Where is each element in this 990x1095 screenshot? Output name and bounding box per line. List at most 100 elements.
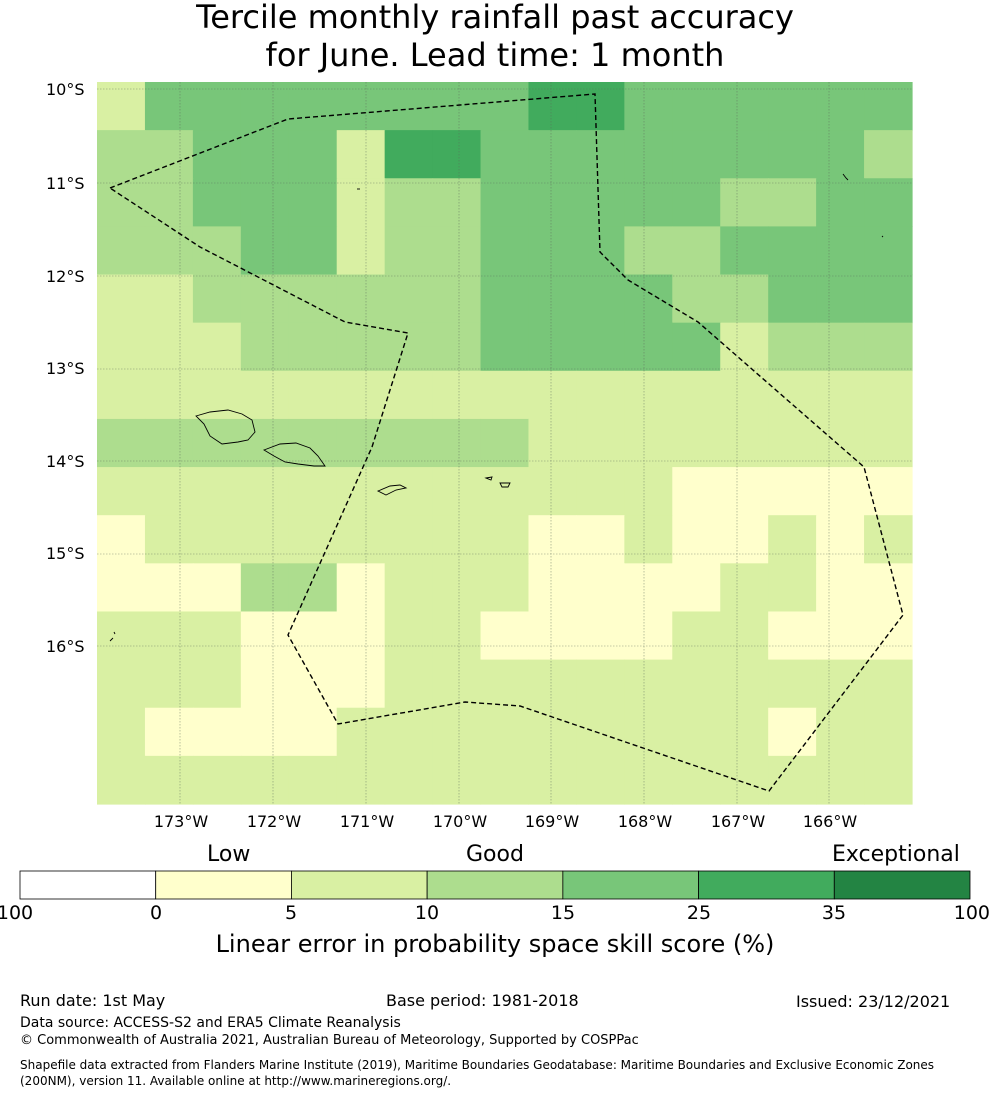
grid-cell (288, 755, 338, 805)
grid-cell (816, 178, 865, 227)
grid-cell (624, 418, 673, 468)
grid-cell (288, 659, 338, 709)
grid-cell (288, 515, 338, 564)
grid-cell (97, 370, 146, 420)
grid-cell (720, 563, 769, 613)
ofu-olosega-island (484, 476, 493, 481)
grid-cell (288, 226, 338, 276)
grid-cell (288, 274, 338, 324)
grid-cell (768, 226, 817, 276)
grid-cell (144, 370, 194, 420)
grid-cell (480, 611, 530, 661)
grid-cell (624, 707, 673, 757)
grid-cell (192, 418, 242, 468)
lon-label-168w: 168°W (617, 812, 673, 831)
grid-cell (480, 755, 530, 805)
grid-cell (480, 418, 530, 468)
grid-cell (720, 467, 769, 516)
grid-cell (336, 659, 386, 709)
grid-cell (480, 274, 530, 324)
colorbar-segment (562, 870, 699, 900)
grid-cell (432, 370, 482, 420)
colorbar-tick-35: 35 (821, 902, 847, 924)
lon-label-172w: 172°W (246, 812, 302, 831)
grid-cell (672, 370, 721, 420)
grid-cell (528, 322, 578, 372)
grid-cell (528, 370, 578, 420)
grid-cell (240, 82, 290, 131)
tokelau-atoll (842, 173, 849, 181)
colorbar-segment (155, 870, 292, 900)
grid-cell (720, 82, 769, 131)
grid-cell (672, 611, 721, 661)
grid-cell (97, 563, 146, 613)
grid-cell (240, 563, 290, 613)
grid-cell (768, 178, 817, 227)
grid-cell (768, 707, 817, 757)
grid-cell (97, 418, 146, 468)
grid-cell (288, 322, 338, 372)
grid-cell (288, 611, 338, 661)
grid-cell (720, 611, 769, 661)
grid-cell (384, 274, 434, 324)
grid-cell (288, 467, 338, 516)
grid-cell (240, 515, 290, 564)
grid-cell (192, 611, 242, 661)
grid-cell (672, 178, 721, 227)
grid-cell (576, 515, 625, 564)
grid-cell (336, 755, 386, 805)
grid-cell (768, 611, 817, 661)
legend-category-good: Good (466, 842, 524, 867)
grid-cell (384, 226, 434, 276)
grid-cell (816, 611, 865, 661)
grid-cell (816, 755, 865, 805)
grid-cell (240, 322, 290, 372)
colorbar-segment (426, 870, 564, 900)
grid-cell (624, 515, 673, 564)
colorbar-segment (833, 870, 971, 900)
savaii-island (195, 409, 256, 445)
grid-cell (192, 130, 242, 179)
grid-cell (336, 322, 386, 372)
grid-cell (576, 563, 625, 613)
grid-cell (768, 515, 817, 564)
eez-boundary (108, 93, 904, 792)
grid-cell (97, 322, 146, 372)
colorbar-label: Linear error in probability space skill … (215, 930, 775, 958)
grid-cell (672, 707, 721, 757)
colorbar (19, 870, 971, 900)
grid-cell (864, 418, 913, 468)
grid-cell (240, 659, 290, 709)
grid-cell (624, 467, 673, 516)
grid-cell (384, 82, 434, 131)
grid-cell (624, 274, 673, 324)
colorbar-segment (698, 870, 835, 900)
grid-cell (816, 322, 865, 372)
lat-label-15s: 15°S (46, 544, 85, 563)
grid-cell (624, 130, 673, 179)
grid-cell (768, 418, 817, 468)
grid-cell (144, 178, 194, 227)
grid-cell (144, 82, 194, 131)
grid-cell (672, 130, 721, 179)
grid-cell (144, 418, 194, 468)
colorbar-tick-5: 5 (284, 902, 298, 924)
grid-cell (384, 515, 434, 564)
grid-cell (624, 82, 673, 131)
grid-cell (720, 515, 769, 564)
grid-cell (144, 467, 194, 516)
grid-cell (144, 563, 194, 613)
grid-cell (384, 418, 434, 468)
grid-cell (240, 707, 290, 757)
grid-cell (864, 130, 913, 179)
grid-cell (768, 130, 817, 179)
grid-cell (97, 274, 146, 324)
grid-cell (864, 370, 913, 420)
grid-cell (288, 370, 338, 420)
grid-cell (192, 322, 242, 372)
grid-cell (528, 418, 578, 468)
lon-label-171w: 171°W (339, 812, 395, 831)
grid-cell (384, 370, 434, 420)
colorbar-tick-15: 15 (550, 902, 576, 924)
grid-cell (768, 274, 817, 324)
